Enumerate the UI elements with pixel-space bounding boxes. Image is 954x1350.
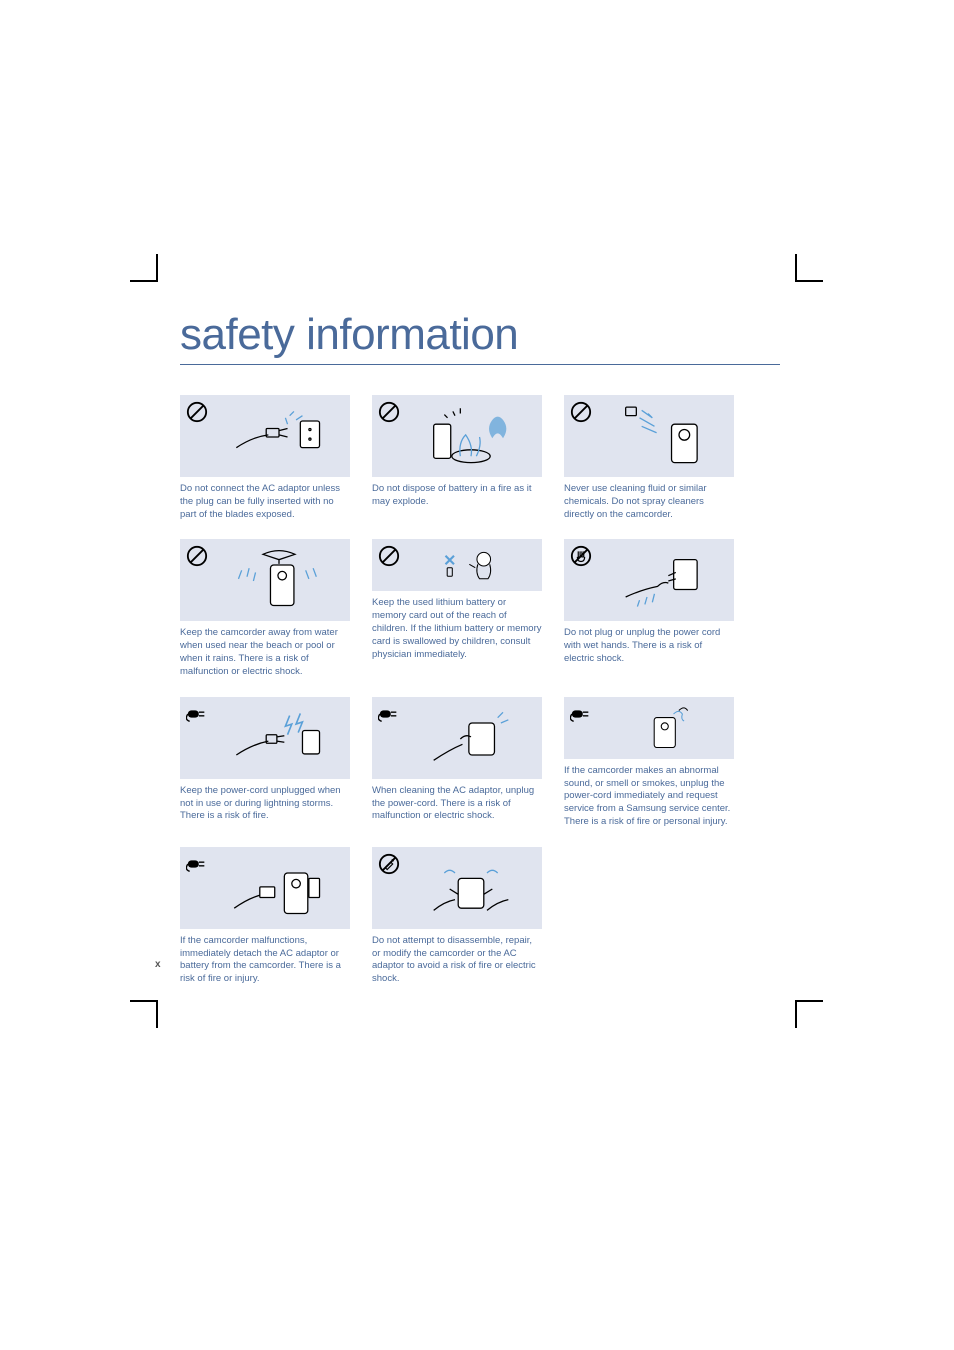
illustration-panel: [372, 395, 542, 477]
warning-text: When cleaning the AC adaptor, unplug the…: [372, 785, 542, 823]
unplug-icon: [378, 703, 400, 725]
sketch-disassemble: [408, 857, 534, 921]
illustration-panel: [180, 697, 350, 779]
warning-card: Keep the power-cord unplugged when not i…: [180, 697, 350, 829]
warning-card: Do not dispose of battery in a fire as i…: [372, 395, 542, 521]
illustration-panel: [564, 539, 734, 621]
illustration-panel: [372, 697, 542, 779]
sketch-detach-battery: [216, 857, 342, 921]
sketch-unplug-lightning: [216, 707, 342, 771]
illustration-panel: [372, 539, 542, 591]
warning-text: Do not dispose of battery in a fire as i…: [372, 483, 542, 509]
crop-mark: [795, 254, 797, 282]
prohibit-icon: [570, 401, 592, 423]
crop-mark: [795, 1000, 823, 1002]
illustration-panel: [180, 395, 350, 477]
sketch-spray-camcorder: [600, 405, 726, 469]
crop-mark: [156, 1000, 158, 1028]
unplug-icon: [186, 703, 208, 725]
warning-text: Keep the camcorder away from water when …: [180, 627, 350, 678]
warning-card: Keep the camcorder away from water when …: [180, 539, 350, 678]
warning-text: Do not plug or unplug the power cord wit…: [564, 627, 734, 665]
sketch-clean-adaptor: [408, 707, 534, 771]
prohibit-icon: [186, 401, 208, 423]
illustration-panel: [180, 539, 350, 621]
prohibit-icon: [378, 545, 400, 567]
warning-text: If the camcorder makes an abnormal sound…: [564, 765, 734, 829]
crop-mark: [156, 254, 158, 282]
warning-card: If the camcorder malfunctions, immediate…: [180, 847, 350, 986]
sketch-plug-outlet: [216, 405, 342, 469]
no-touch-icon: [570, 545, 592, 567]
illustration-panel: [564, 697, 734, 759]
crop-mark: [130, 280, 158, 282]
page-title: safety information: [180, 310, 780, 365]
warning-card: Never use cleaning fluid or similar chem…: [564, 395, 734, 521]
no-disassemble-icon: [378, 853, 400, 875]
warning-card: Keep the used lithium battery or memory …: [372, 539, 542, 678]
illustration-panel: [372, 847, 542, 929]
sketch-child-battery: [408, 549, 534, 583]
safety-page: safety information Do not connect the AC…: [180, 310, 780, 986]
prohibit-icon: [378, 401, 400, 423]
warning-card: Do not attempt to disassemble, repair, o…: [372, 847, 542, 986]
prohibit-icon: [186, 545, 208, 567]
warning-card: If the camcorder makes an abnormal sound…: [564, 697, 734, 829]
warning-text: Do not connect the AC adaptor unless the…: [180, 483, 350, 521]
warning-grid: Do not connect the AC adaptor unless the…: [180, 395, 780, 986]
warning-card: Do not plug or unplug the power cord wit…: [564, 539, 734, 678]
warning-text: Keep the used lithium battery or memory …: [372, 597, 542, 661]
warning-text: Keep the power-cord unplugged when not i…: [180, 785, 350, 823]
warning-card: Do not connect the AC adaptor unless the…: [180, 395, 350, 521]
crop-mark: [795, 280, 823, 282]
crop-mark: [795, 1000, 797, 1028]
sketch-battery-fire: [408, 405, 534, 469]
sketch-water-beach: [216, 549, 342, 613]
sketch-smoke-camcorder: [600, 707, 726, 751]
illustration-panel: [564, 395, 734, 477]
page-number: x: [155, 959, 161, 970]
unplug-icon: [570, 703, 592, 725]
warning-text: Do not attempt to disassemble, repair, o…: [372, 935, 542, 986]
warning-card: When cleaning the AC adaptor, unplug the…: [372, 697, 542, 829]
warning-text: If the camcorder malfunctions, immediate…: [180, 935, 350, 986]
warning-text: Never use cleaning fluid or similar chem…: [564, 483, 734, 521]
unplug-icon: [186, 853, 208, 875]
crop-mark: [130, 1000, 158, 1002]
sketch-wet-hands-plug: [600, 549, 726, 613]
illustration-panel: [180, 847, 350, 929]
